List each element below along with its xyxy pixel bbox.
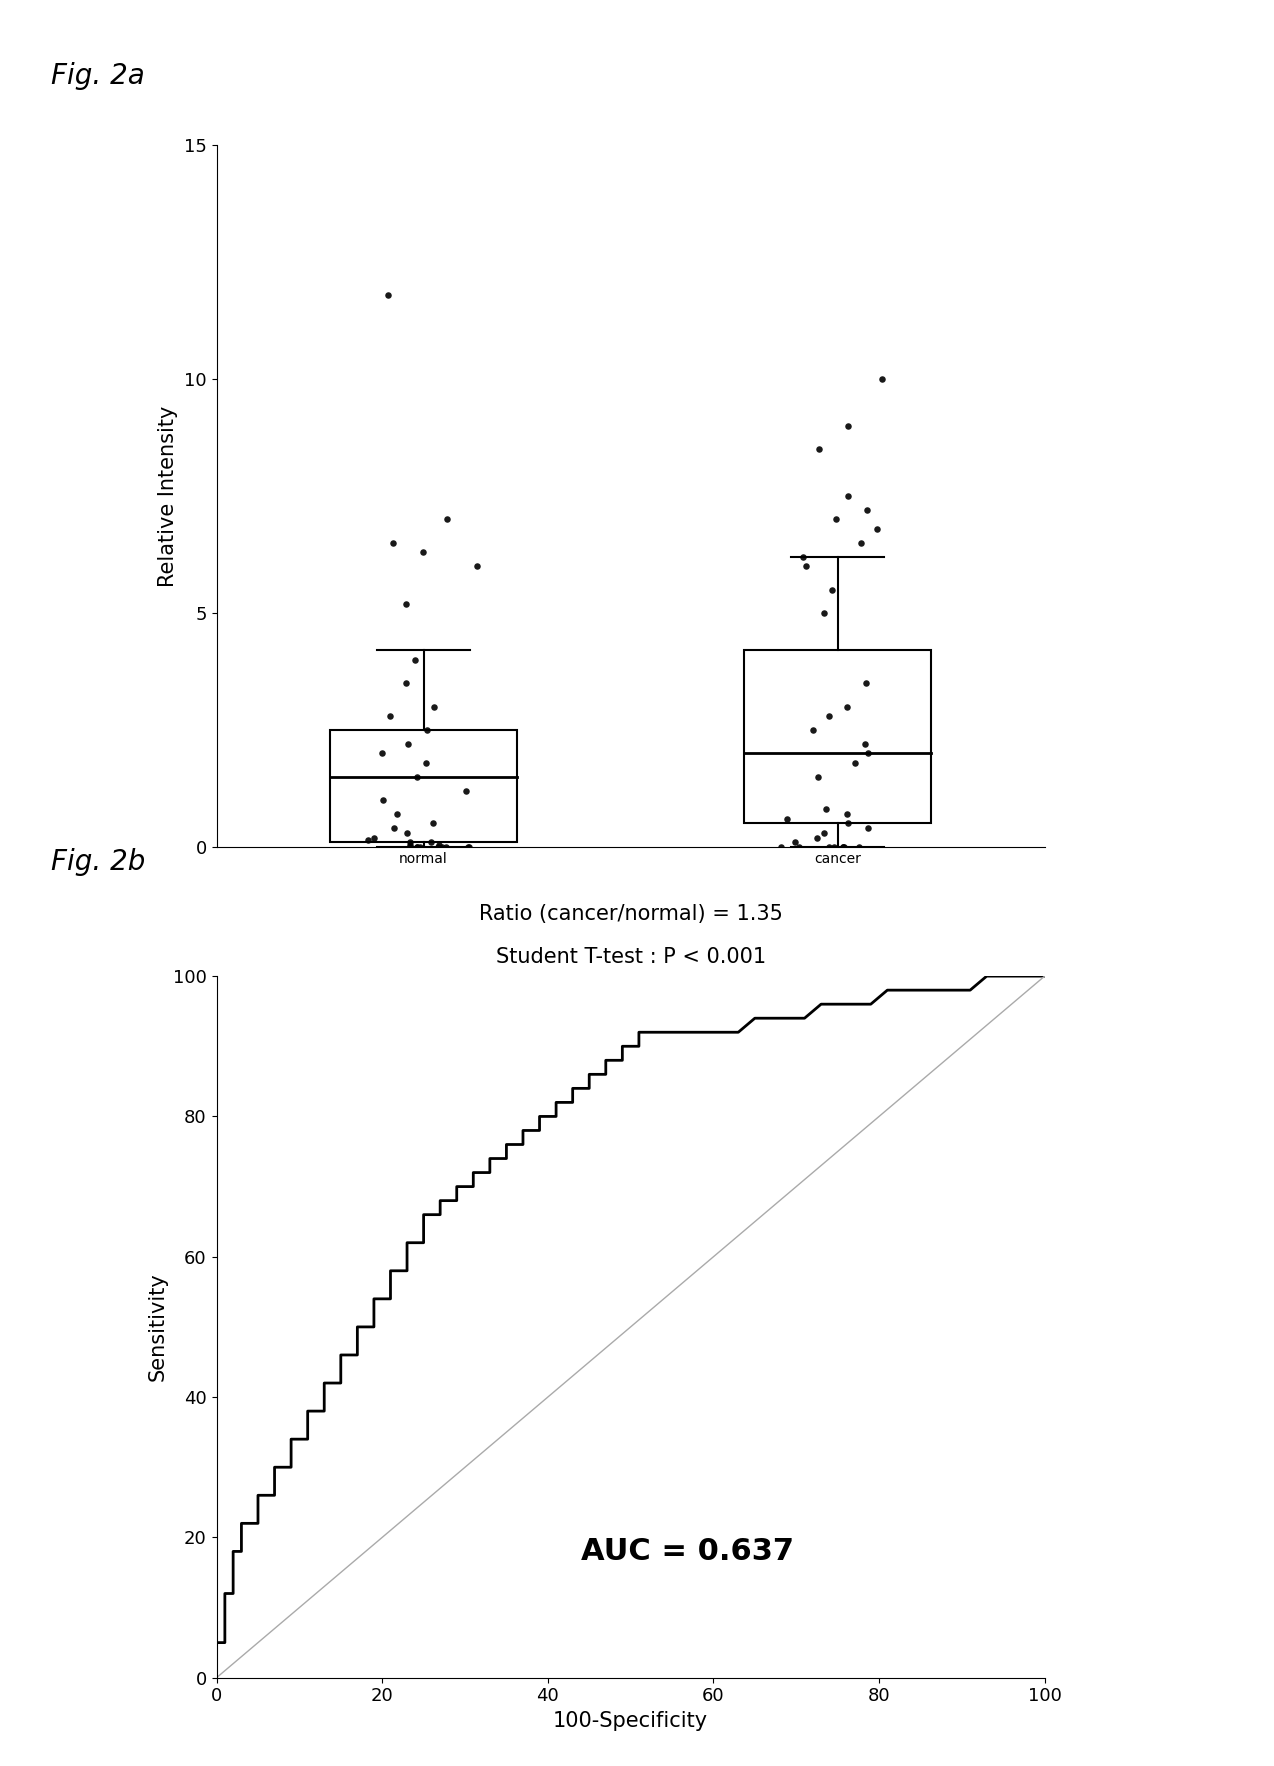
Point (803, 715, 823, 743)
Point (358, 826, 378, 855)
Point (838, 411, 859, 440)
Point (837, 809, 857, 837)
Point (428, 834, 448, 862)
Point (806, 823, 827, 851)
Point (851, 528, 871, 556)
Point (363, 823, 383, 851)
Point (378, 281, 399, 309)
Point (822, 576, 842, 604)
Point (824, 834, 845, 862)
Point (789, 834, 809, 862)
Point (818, 701, 838, 729)
Point (436, 834, 456, 862)
Point (459, 834, 479, 862)
Point (372, 786, 392, 814)
Point (372, 740, 392, 768)
Point (383, 814, 404, 842)
Point (456, 777, 476, 805)
Point (413, 539, 433, 567)
Point (415, 749, 436, 777)
Point (424, 692, 445, 721)
Point (832, 834, 852, 862)
Text: AUC = 0.637: AUC = 0.637 (581, 1536, 794, 1566)
Point (771, 834, 791, 862)
Bar (330, 729, 517, 842)
Point (814, 819, 834, 848)
Point (776, 805, 796, 834)
Point (429, 830, 450, 858)
Point (817, 795, 837, 823)
Text: Fig. 2b: Fig. 2b (51, 848, 145, 876)
Point (457, 834, 478, 862)
Text: Ratio (cancer/normal) = 1.35: Ratio (cancer/normal) = 1.35 (479, 904, 782, 924)
Point (468, 553, 488, 581)
Bar (744, 650, 931, 823)
Point (833, 834, 854, 862)
Point (400, 828, 420, 857)
Point (420, 828, 441, 857)
Point (833, 834, 854, 862)
Point (837, 800, 857, 828)
Point (809, 434, 829, 463)
Point (397, 819, 418, 848)
Point (826, 505, 846, 533)
Point (857, 740, 878, 768)
Point (396, 590, 417, 618)
Point (396, 669, 417, 698)
Point (382, 528, 403, 556)
Point (406, 763, 427, 791)
X-axis label: 100-Specificity: 100-Specificity (553, 1711, 708, 1731)
Point (387, 800, 408, 828)
Point (866, 514, 887, 542)
Point (417, 715, 437, 743)
Point (871, 366, 892, 394)
Point (814, 599, 834, 627)
Point (819, 834, 840, 862)
Point (837, 692, 857, 721)
Point (380, 701, 400, 729)
Point (432, 834, 452, 862)
Point (855, 729, 875, 758)
Point (400, 834, 420, 862)
Text: Fig. 2a: Fig. 2a (51, 62, 145, 90)
Point (437, 505, 457, 533)
Point (409, 834, 429, 862)
Point (845, 749, 865, 777)
Point (848, 834, 869, 862)
Point (838, 482, 859, 510)
Y-axis label: Relative Intensity: Relative Intensity (158, 406, 178, 586)
Point (423, 809, 443, 837)
Point (856, 669, 877, 698)
Point (405, 646, 426, 675)
Text: Student T-test : P < 0.001: Student T-test : P < 0.001 (496, 947, 766, 966)
Point (856, 496, 877, 525)
Point (406, 834, 427, 862)
Point (859, 814, 879, 842)
Point (397, 729, 418, 758)
Point (400, 830, 420, 858)
Point (795, 553, 815, 581)
Point (785, 828, 805, 857)
Point (406, 834, 427, 862)
Y-axis label: Sensitivity: Sensitivity (148, 1273, 167, 1381)
Point (792, 542, 813, 570)
Point (808, 763, 828, 791)
